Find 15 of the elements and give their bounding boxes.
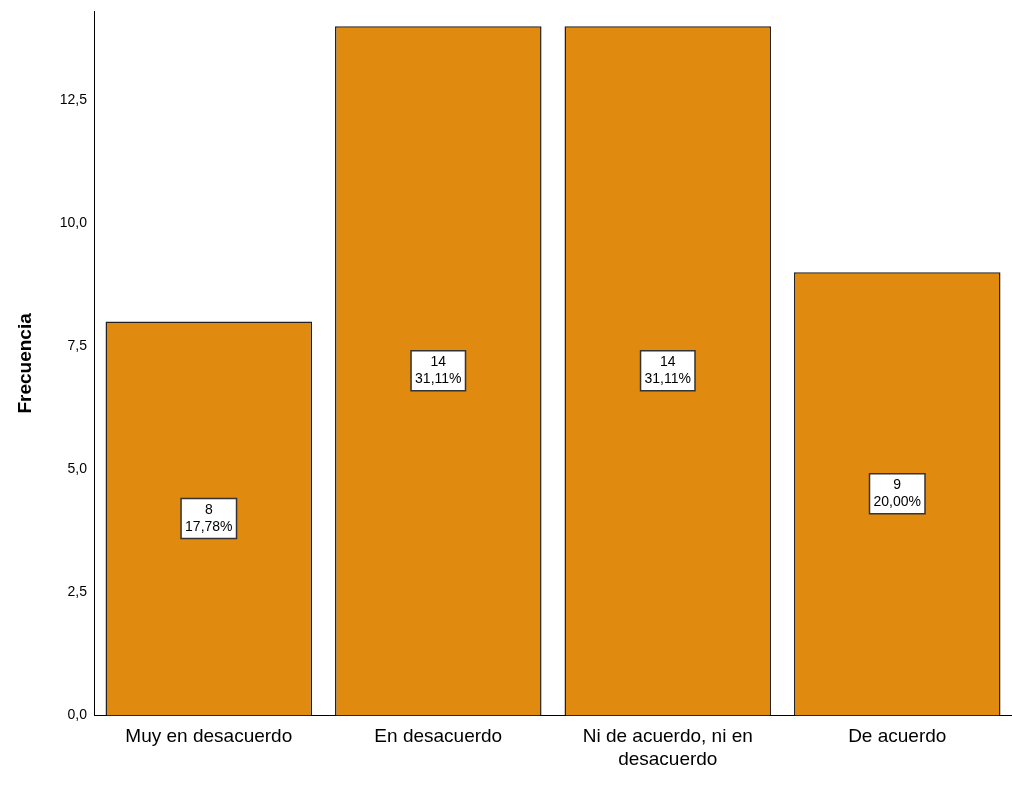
y-tick-label: 2,5 — [67, 583, 88, 600]
x-tick-label: Muy en desacuerdo — [125, 725, 293, 747]
data-label: 9 20,00% — [873, 476, 921, 510]
y-tick-label: 12,5 — [59, 90, 88, 107]
y-tick-label: 0,0 — [67, 706, 88, 723]
y-tick-label: 5,0 — [67, 460, 88, 477]
data-label: 14 31,11% — [644, 353, 691, 387]
y-tick-label: 10,0 — [59, 213, 88, 230]
x-tick-label: Ni de acuerdo, ni en desacuerdo — [582, 725, 753, 769]
x-tick-label: En desacuerdo — [374, 725, 503, 747]
data-label: 14 31,11% — [415, 353, 462, 387]
data-label: 8 17,78% — [185, 500, 233, 534]
y-tick-label: 7,5 — [67, 337, 88, 354]
x-tick-label: De acuerdo — [848, 725, 947, 747]
y-axis-title: Frecuencia — [13, 312, 35, 414]
